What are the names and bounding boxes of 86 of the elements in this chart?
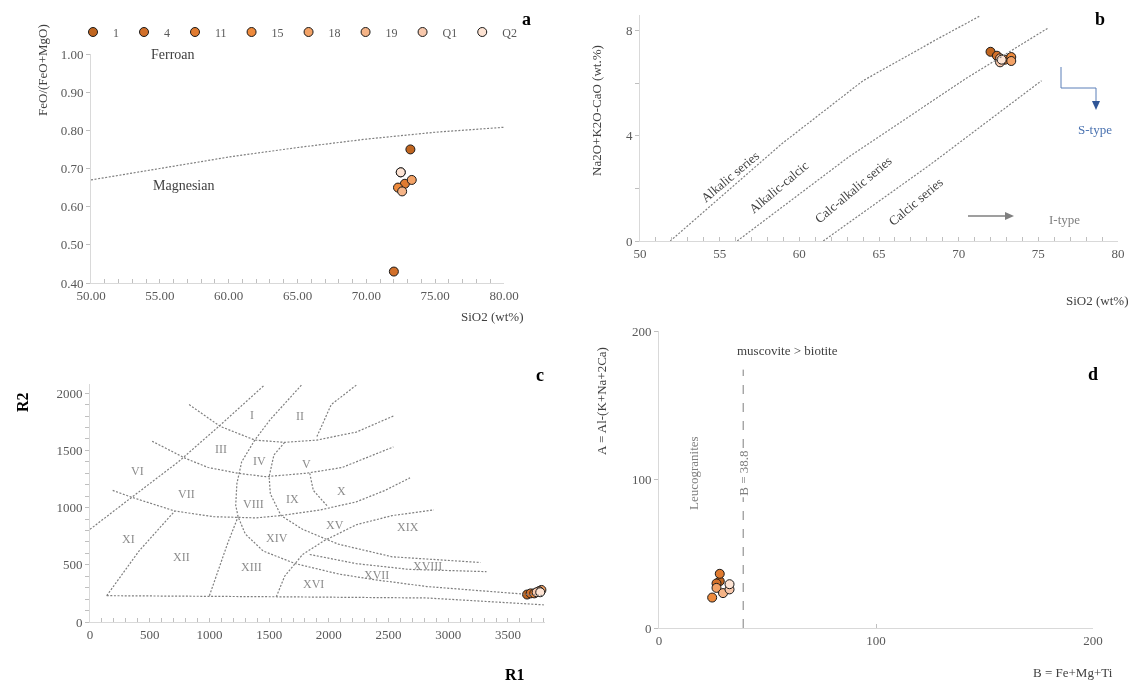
y-tick-label: 8: [625, 23, 633, 39]
x-tick-label: 55: [713, 245, 727, 261]
x-tick-label: 2000: [315, 626, 342, 642]
y-tick-label: 200: [631, 323, 652, 339]
text: d: [1088, 364, 1099, 384]
annotation: XI: [122, 532, 135, 546]
y-tick-label: 0: [625, 233, 633, 249]
y-tick-label: 4: [625, 128, 633, 144]
annotation: II: [296, 409, 304, 423]
legend-label: Q2: [502, 25, 517, 40]
annotation: VI: [131, 464, 144, 478]
annotation: Ferroan: [151, 47, 195, 62]
y-tick-label: 0.50: [60, 237, 84, 253]
annotation: XIII: [241, 560, 262, 574]
annotation: I-type: [1049, 212, 1081, 227]
annotation: IV: [253, 454, 266, 468]
annotation: XII: [173, 550, 190, 564]
y-tick-label: 1500: [56, 442, 83, 458]
annotation: XVIII: [413, 559, 443, 573]
x-tick-label: 60: [792, 245, 806, 261]
y-tick-label: 0.80: [60, 122, 84, 138]
x-tick-label: 80: [1111, 245, 1125, 261]
x-tick-label: 100: [866, 632, 886, 648]
x-tick-label: 1500: [256, 626, 283, 642]
x-tick-label: 65.00: [282, 287, 313, 303]
x-tick-label: 0: [86, 626, 94, 642]
annotation: XIX: [397, 520, 419, 534]
x-axis-title: SiO2 (wt%): [461, 309, 524, 324]
x-tick-label: 80.00: [489, 287, 519, 303]
x-tick-label: 75.00: [420, 287, 450, 303]
annotation: X: [337, 484, 346, 498]
x-tick-label: 50: [633, 245, 647, 261]
y-axis-title: R2: [14, 392, 31, 412]
x-tick-label: 65: [872, 245, 886, 261]
annotation: VIII: [243, 497, 264, 511]
x-axis-title: SiO2 (wt%): [1066, 293, 1129, 308]
x-axis-title: B = Fe+Mg+Ti: [1033, 665, 1113, 680]
legend-label: 4: [164, 25, 170, 40]
annotation: V: [302, 457, 311, 471]
y-axis-title: Na2O+K2O-CaO (wt.%): [589, 45, 604, 176]
annotation: muscovite > biotite: [737, 343, 838, 358]
x-tick-label: 3000: [435, 626, 462, 642]
annotation: III: [215, 442, 227, 456]
y-axis-title: FeO/(FeO+MgO): [35, 24, 50, 116]
legend-label: 11: [215, 25, 227, 40]
annotation: S-type: [1078, 122, 1113, 137]
chart-title: b: [1095, 9, 1106, 29]
legend-label: 19: [385, 25, 398, 40]
y-tick-label: 100: [631, 472, 652, 488]
y-axis-title: A = Al-(K+Na+2Ca): [594, 347, 609, 455]
y-tick-label: 0.70: [60, 161, 84, 177]
annotation: Leucogranites: [686, 436, 701, 510]
x-tick-label: 70: [952, 245, 966, 261]
x-tick-label: 3500: [494, 626, 521, 642]
annotation: XVII: [364, 568, 390, 582]
annotation: IX: [286, 492, 299, 506]
x-tick-label: 1000: [196, 626, 223, 642]
x-axis-title: R1: [505, 666, 525, 683]
x-tick-label: 70.00: [351, 287, 381, 303]
annotation: XVI: [303, 577, 325, 591]
annotation: XV: [326, 518, 344, 532]
x-tick-label: 200: [1083, 632, 1103, 648]
y-tick-label: 0.90: [60, 84, 84, 100]
annotation: XIV: [266, 531, 288, 545]
x-tick-label: 55.00: [145, 287, 175, 303]
y-tick-label: 1000: [56, 500, 83, 516]
chart-title: a: [522, 9, 531, 29]
legend-label: 18: [328, 25, 341, 40]
x-tick-label: 500: [139, 626, 160, 642]
legend-label: Q1: [442, 25, 458, 40]
y-tick-label: 2000: [56, 385, 83, 401]
x-tick-label: 2500: [375, 626, 402, 642]
y-tick-label: 1.00: [60, 46, 84, 62]
y-tick-label: 0.60: [60, 199, 84, 215]
legend-label: 15: [271, 25, 284, 40]
x-tick-label: 60.00: [214, 287, 244, 303]
legend-label: 1: [113, 25, 119, 40]
y-tick-label: 500: [62, 557, 83, 573]
y-tick-label: 0: [75, 614, 83, 630]
ref-line-label: B = 38.8: [735, 450, 751, 496]
annotation: I: [250, 408, 254, 422]
annotation: Magnesian: [153, 178, 215, 193]
chart-title: c: [536, 365, 544, 385]
x-tick-label: 0: [655, 632, 663, 648]
x-tick-label: 75: [1031, 245, 1045, 261]
annotation: VII: [178, 487, 195, 501]
